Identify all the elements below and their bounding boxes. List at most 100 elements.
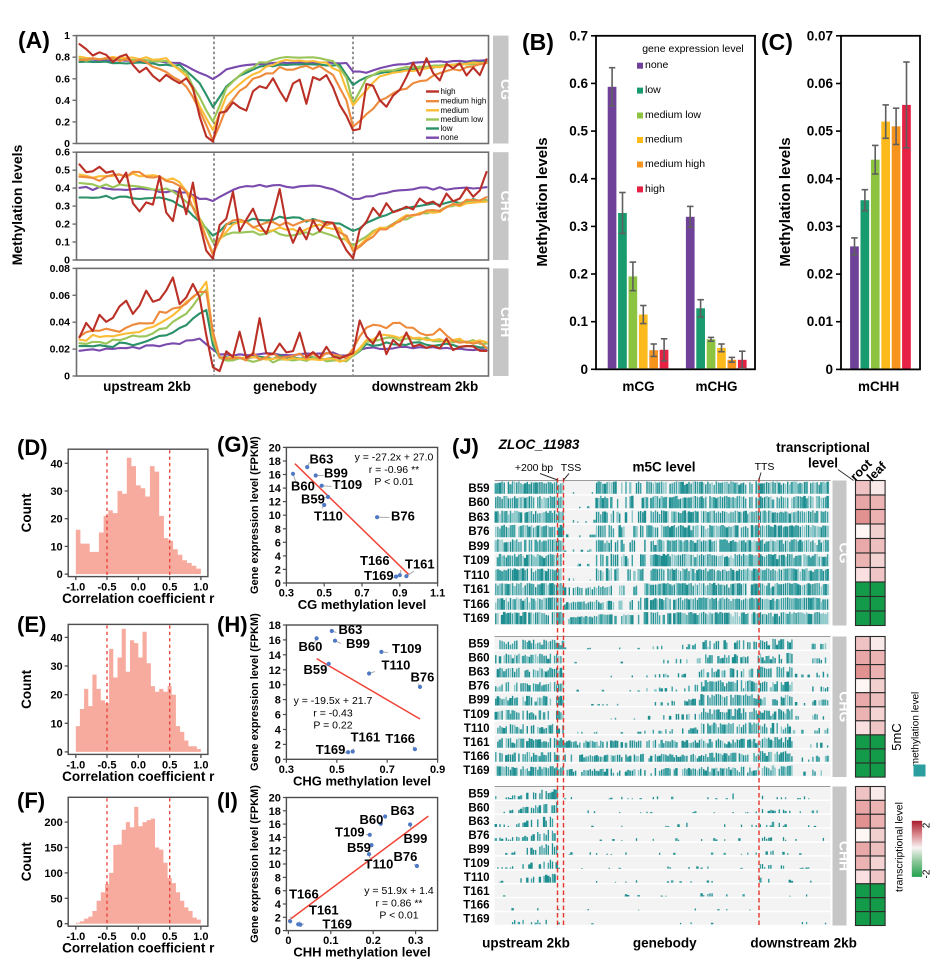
svg-text:0.4: 0.4 [55, 95, 70, 107]
svg-text:0.6: 0.6 [569, 76, 588, 91]
svg-text:methylation level: methylation level [911, 692, 922, 766]
svg-text:Methylation levels: Methylation levels [9, 144, 25, 265]
svg-text:0.07: 0.07 [807, 28, 833, 43]
svg-text:Gene expression level (FPKM): Gene expression level (FPKM) [249, 613, 261, 771]
svg-text:(I): (I) [217, 788, 238, 813]
svg-text:10: 10 [269, 510, 281, 522]
svg-text:B99: B99 [404, 831, 428, 846]
svg-text:downstream 2kb: downstream 2kb [750, 936, 857, 951]
svg-text:T161: T161 [309, 903, 339, 918]
svg-text:genebody: genebody [253, 379, 317, 394]
svg-text:B59: B59 [347, 840, 371, 855]
svg-text:8: 8 [275, 524, 281, 536]
svg-text:T161: T161 [351, 730, 381, 745]
svg-text:20: 20 [269, 442, 281, 454]
svg-text:T109: T109 [333, 477, 363, 492]
svg-text:T161: T161 [463, 737, 490, 749]
svg-text:100: 100 [44, 868, 62, 880]
svg-text:transcriptional level: transcriptional level [894, 802, 906, 892]
svg-text:B59: B59 [301, 492, 325, 507]
svg-text:0.04: 0.04 [807, 171, 834, 186]
svg-text:1: 1 [64, 30, 70, 42]
svg-text:T166: T166 [463, 751, 489, 763]
svg-text:6: 6 [275, 886, 281, 898]
svg-text:CHG: CHG [837, 691, 853, 722]
svg-text:(A): (A) [18, 27, 50, 53]
svg-text:18: 18 [269, 620, 281, 632]
svg-text:0.3: 0.3 [569, 219, 588, 234]
svg-text:0.1: 0.1 [569, 314, 588, 329]
svg-text:Correlation coefficient r: Correlation coefficient r [62, 591, 215, 606]
svg-text:TTS: TTS [755, 461, 775, 473]
svg-text:Correlation coefficient r: Correlation coefficient r [62, 941, 215, 956]
svg-text:y = 51.9x + 1.4: y = 51.9x + 1.4 [364, 885, 434, 897]
svg-text:B76: B76 [468, 526, 489, 538]
svg-text:0.9: 0.9 [430, 764, 445, 776]
svg-text:medium: medium [441, 106, 470, 115]
svg-text:8: 8 [275, 872, 281, 884]
svg-text:mCG: mCG [622, 379, 654, 394]
svg-text:CG methylation level: CG methylation level [298, 597, 427, 612]
svg-text:30: 30 [50, 661, 62, 673]
svg-text:B60: B60 [468, 802, 489, 814]
svg-text:5mC: 5mC [889, 723, 904, 750]
svg-text:Count: Count [19, 842, 34, 881]
svg-text:r = -0.43: r = -0.43 [313, 707, 353, 719]
svg-text:0.06: 0.06 [50, 290, 71, 302]
svg-text:genebody: genebody [633, 936, 697, 951]
svg-text:4: 4 [275, 551, 282, 563]
svg-text:Count: Count [19, 669, 34, 708]
svg-text:high: high [441, 87, 456, 96]
svg-text:0.7: 0.7 [569, 28, 588, 43]
svg-text:B76: B76 [394, 849, 418, 864]
svg-text:0: 0 [275, 926, 281, 938]
svg-text:none: none [441, 133, 459, 142]
svg-text:(J): (J) [452, 434, 479, 459]
svg-text:B60: B60 [468, 653, 489, 665]
svg-text:CG: CG [837, 543, 853, 564]
svg-text:B59: B59 [468, 483, 489, 495]
svg-text:2: 2 [275, 564, 281, 576]
svg-text:T110: T110 [464, 723, 490, 735]
svg-text:0.03: 0.03 [807, 219, 834, 234]
svg-text:0.08: 0.08 [50, 263, 71, 275]
svg-text:(B): (B) [522, 29, 554, 55]
svg-text:T169: T169 [316, 742, 346, 757]
svg-text:Methylation levels: Methylation levels [777, 137, 794, 266]
svg-text:none: none [645, 59, 669, 71]
svg-text:6: 6 [275, 710, 281, 722]
svg-text:10: 10 [50, 541, 62, 553]
svg-text:B59: B59 [304, 662, 328, 677]
svg-text:T110: T110 [464, 570, 490, 582]
svg-text:T166: T166 [463, 599, 489, 611]
svg-text:0.01: 0.01 [807, 314, 834, 329]
svg-text:B63: B63 [468, 816, 489, 828]
svg-text:B60: B60 [468, 497, 489, 509]
svg-text:medium low: medium low [441, 115, 484, 124]
svg-text:B59: B59 [468, 789, 489, 801]
svg-text:16: 16 [269, 470, 281, 482]
svg-text:0: 0 [57, 747, 63, 759]
svg-text:1.1: 1.1 [430, 588, 445, 600]
svg-text:T109: T109 [463, 555, 489, 567]
svg-text:0: 0 [825, 362, 833, 377]
svg-text:14: 14 [269, 832, 282, 844]
svg-text:0.2: 0.2 [569, 267, 588, 282]
svg-text:(F): (F) [17, 788, 45, 813]
svg-text:P = 0.22: P = 0.22 [313, 720, 352, 732]
svg-text:0.6: 0.6 [55, 73, 70, 85]
svg-text:(C): (C) [761, 29, 793, 55]
svg-text:(D): (D) [17, 435, 48, 460]
svg-text:B60: B60 [299, 639, 323, 654]
svg-text:40: 40 [50, 632, 62, 644]
svg-text:B63: B63 [310, 452, 334, 467]
svg-text:r = 0.86 **: r = 0.86 ** [376, 897, 423, 909]
svg-text:T166: T166 [385, 731, 415, 746]
svg-text:4: 4 [275, 725, 282, 737]
svg-text:40: 40 [50, 458, 62, 470]
svg-text:low: low [441, 124, 453, 133]
svg-text:18: 18 [269, 456, 281, 468]
svg-text:30: 30 [50, 486, 62, 498]
svg-text:2: 2 [275, 912, 281, 924]
svg-text:y = -19.5x + 21.7: y = -19.5x + 21.7 [294, 695, 373, 707]
